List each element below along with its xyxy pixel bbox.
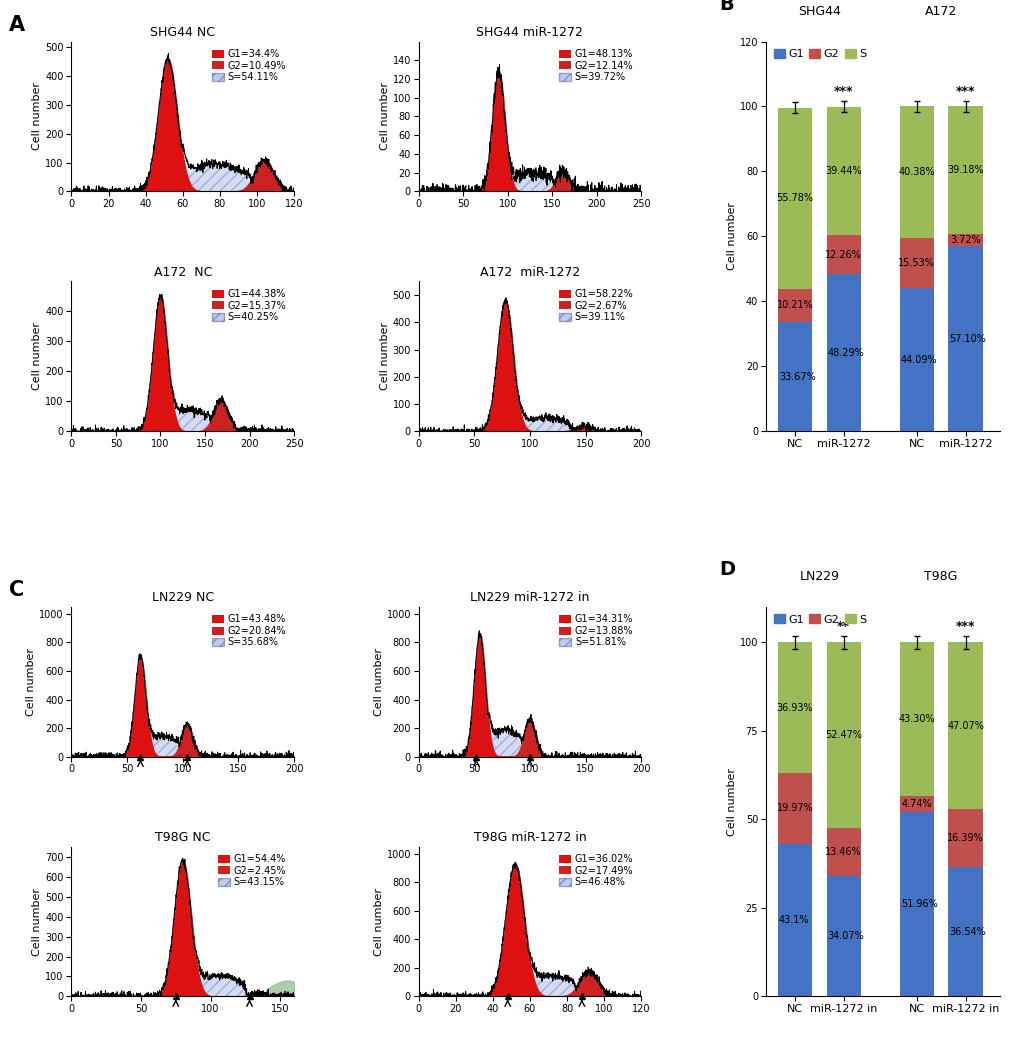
Bar xyxy=(899,643,933,795)
Bar xyxy=(948,867,981,996)
Text: A: A xyxy=(9,15,25,34)
Bar xyxy=(777,643,811,773)
Text: 51.96%: 51.96% xyxy=(900,899,936,909)
Legend: G1=36.02%, G2=17.49%, S=46.48%: G1=36.02%, G2=17.49%, S=46.48% xyxy=(555,851,636,891)
Text: 47.07%: 47.07% xyxy=(946,720,983,731)
Text: D: D xyxy=(718,559,735,579)
Text: 36.93%: 36.93% xyxy=(775,703,812,712)
Title: A172  miR-1272: A172 miR-1272 xyxy=(479,266,580,279)
Bar xyxy=(899,238,933,289)
Bar xyxy=(948,809,981,867)
Text: 16.39%: 16.39% xyxy=(947,832,983,843)
Bar xyxy=(899,795,933,813)
Bar xyxy=(777,322,811,432)
Bar xyxy=(899,107,933,238)
Text: ***: *** xyxy=(955,621,974,633)
Y-axis label: Cell number: Cell number xyxy=(33,323,43,390)
Text: 57.10%: 57.10% xyxy=(949,333,985,344)
Y-axis label: Cell number: Cell number xyxy=(727,767,737,836)
Title: LN229 miR-1272 in: LN229 miR-1272 in xyxy=(470,592,589,604)
Text: ***: *** xyxy=(955,85,974,99)
Bar xyxy=(777,844,811,996)
Y-axis label: Cell number: Cell number xyxy=(33,82,43,151)
Bar xyxy=(825,876,860,996)
Bar xyxy=(948,246,981,432)
Text: 44.09%: 44.09% xyxy=(900,355,936,364)
Bar xyxy=(777,289,811,322)
Bar xyxy=(777,773,811,844)
Text: 34.07%: 34.07% xyxy=(826,931,863,941)
Bar xyxy=(948,107,981,234)
Bar xyxy=(948,234,981,246)
Text: ***: *** xyxy=(834,85,853,99)
Title: SHG44 NC: SHG44 NC xyxy=(150,26,215,39)
Text: 48.29%: 48.29% xyxy=(826,348,863,358)
Bar xyxy=(777,108,811,289)
Text: 39.44%: 39.44% xyxy=(824,166,861,175)
Bar xyxy=(825,643,860,828)
Text: 12.26%: 12.26% xyxy=(824,249,861,260)
Text: 33.67%: 33.67% xyxy=(779,372,815,382)
Text: 36.54%: 36.54% xyxy=(949,927,985,936)
Bar xyxy=(825,107,860,235)
Legend: G1, G2, S: G1, G2, S xyxy=(770,612,868,627)
Text: A172: A172 xyxy=(924,5,957,18)
Text: 52.47%: 52.47% xyxy=(824,730,861,740)
Bar xyxy=(825,235,860,274)
Y-axis label: Cell number: Cell number xyxy=(727,202,736,271)
Legend: G1, G2, S: G1, G2, S xyxy=(770,47,868,61)
Bar xyxy=(948,643,981,809)
Text: 4.74%: 4.74% xyxy=(901,799,931,809)
Legend: G1=43.48%, G2=20.84%, S=35.68%: G1=43.48%, G2=20.84%, S=35.68% xyxy=(209,611,289,651)
Text: 43.30%: 43.30% xyxy=(898,714,934,723)
Bar xyxy=(899,813,933,996)
Text: 19.97%: 19.97% xyxy=(775,803,812,814)
Text: LN229: LN229 xyxy=(799,570,839,583)
Title: T98G NC: T98G NC xyxy=(155,831,210,844)
Legend: G1=34.31%, G2=13.88%, S=51.81%: G1=34.31%, G2=13.88%, S=51.81% xyxy=(556,611,636,651)
Title: SHG44 miR-1272: SHG44 miR-1272 xyxy=(476,26,583,39)
Title: A172  NC: A172 NC xyxy=(154,266,212,279)
Text: 13.46%: 13.46% xyxy=(824,847,861,857)
Y-axis label: Cell number: Cell number xyxy=(373,648,383,715)
Y-axis label: Cell number: Cell number xyxy=(379,323,389,390)
Bar xyxy=(825,274,860,432)
Text: 55.78%: 55.78% xyxy=(775,193,813,203)
Text: 40.38%: 40.38% xyxy=(898,167,934,177)
Text: B: B xyxy=(718,0,733,13)
Y-axis label: Cell number: Cell number xyxy=(373,887,383,956)
Bar xyxy=(825,828,860,876)
Legend: G1=44.38%, G2=15.37%, S=40.25%: G1=44.38%, G2=15.37%, S=40.25% xyxy=(209,286,289,325)
Text: T98G: T98G xyxy=(923,570,957,583)
Title: T98G miR-1272 in: T98G miR-1272 in xyxy=(473,831,586,844)
Text: C: C xyxy=(9,579,24,600)
Text: 43.1%: 43.1% xyxy=(779,916,809,925)
Text: 15.53%: 15.53% xyxy=(898,257,934,268)
Y-axis label: Cell number: Cell number xyxy=(379,82,389,151)
Legend: G1=54.4%, G2=2.45%, S=43.15%: G1=54.4%, G2=2.45%, S=43.15% xyxy=(215,851,289,891)
Text: 10.21%: 10.21% xyxy=(775,300,812,310)
Text: SHG44: SHG44 xyxy=(797,5,840,18)
Text: 39.18%: 39.18% xyxy=(947,165,983,175)
Y-axis label: Cell number: Cell number xyxy=(26,648,37,715)
Y-axis label: Cell number: Cell number xyxy=(33,887,43,956)
Bar xyxy=(899,289,933,432)
Title: LN229 NC: LN229 NC xyxy=(152,592,214,604)
Legend: G1=34.4%, G2=10.49%, S=54.11%: G1=34.4%, G2=10.49%, S=54.11% xyxy=(209,47,289,85)
Legend: G1=48.13%, G2=12.14%, S=39.72%: G1=48.13%, G2=12.14%, S=39.72% xyxy=(555,47,636,85)
Text: **: ** xyxy=(837,621,850,633)
Legend: G1=58.22%, G2=2.67%, S=39.11%: G1=58.22%, G2=2.67%, S=39.11% xyxy=(555,286,636,325)
Text: 3.72%: 3.72% xyxy=(949,235,980,245)
